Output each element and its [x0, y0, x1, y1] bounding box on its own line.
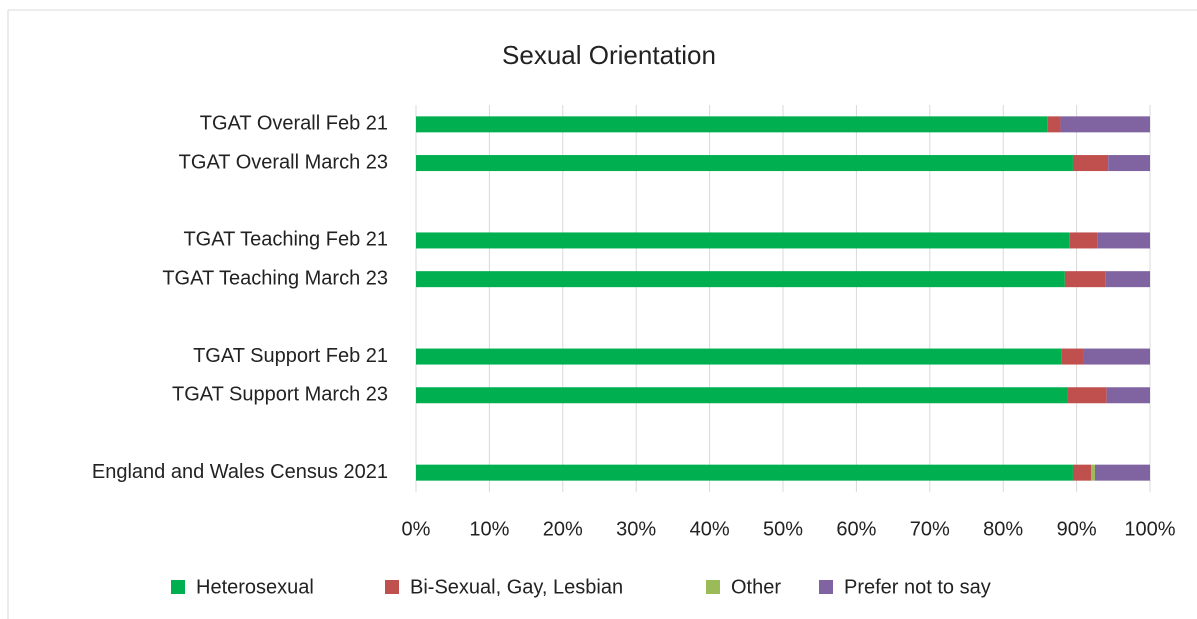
- x-tick-label: 80%: [983, 518, 1023, 540]
- bar-segment: [416, 232, 1070, 249]
- y-tick-label: TGAT Teaching Feb 21: [183, 229, 388, 251]
- y-tick-label: TGAT Support March 23: [172, 384, 388, 406]
- x-tick-label: 70%: [910, 518, 950, 540]
- bar-segment: [1064, 271, 1106, 288]
- bar-segment: [1105, 271, 1150, 288]
- y-tick-label: TGAT Overall Feb 21: [200, 113, 388, 135]
- legend-swatch: [819, 580, 833, 594]
- bar-segment: [1069, 232, 1098, 249]
- bar-segment: [416, 387, 1068, 404]
- bar-segment: [1072, 155, 1109, 172]
- legend-label: Bi-Sexual, Gay, Lesbian: [410, 576, 623, 598]
- bar-segment: [1106, 387, 1150, 404]
- x-tick-label: 10%: [469, 518, 509, 540]
- bar-segment: [1094, 464, 1150, 481]
- bar-segment: [416, 116, 1048, 133]
- y-tick-label: TGAT Teaching March 23: [162, 267, 388, 289]
- bar-segment: [1047, 116, 1061, 133]
- bar-segment: [1083, 348, 1150, 365]
- x-tick-label: 60%: [836, 518, 876, 540]
- x-tick-label: 0%: [402, 518, 431, 540]
- legend-swatch: [385, 580, 399, 594]
- x-tick-label: 90%: [1057, 518, 1097, 540]
- legend-label: Heterosexual: [196, 576, 314, 598]
- bar-segment: [1060, 116, 1150, 133]
- x-tick-label: 40%: [690, 518, 730, 540]
- bar-segment: [1072, 464, 1092, 481]
- bar-segment: [416, 155, 1073, 172]
- x-tick-label: 30%: [616, 518, 656, 540]
- bar-segment: [1091, 464, 1095, 481]
- legend-label: Other: [731, 576, 781, 598]
- y-tick-label: TGAT Support Feb 21: [193, 345, 388, 367]
- y-tick-label: TGAT Overall March 23: [179, 151, 388, 173]
- bar-segment: [1067, 387, 1107, 404]
- bar-segment: [1108, 155, 1150, 172]
- bar-segment: [1061, 348, 1084, 365]
- bar-segment: [1097, 232, 1150, 249]
- bar-segment: [416, 464, 1073, 481]
- x-tick-label: 50%: [763, 518, 803, 540]
- y-tick-label: England and Wales Census 2021: [92, 461, 388, 483]
- bar-segment: [416, 348, 1062, 365]
- legend-swatch: [706, 580, 720, 594]
- bar-segment: [416, 271, 1065, 288]
- legend-swatch: [171, 580, 185, 594]
- x-tick-label: 100%: [1124, 518, 1175, 540]
- x-tick-label: 20%: [543, 518, 583, 540]
- legend-label: Prefer not to say: [844, 576, 991, 598]
- chart-title: Sexual Orientation: [502, 40, 716, 70]
